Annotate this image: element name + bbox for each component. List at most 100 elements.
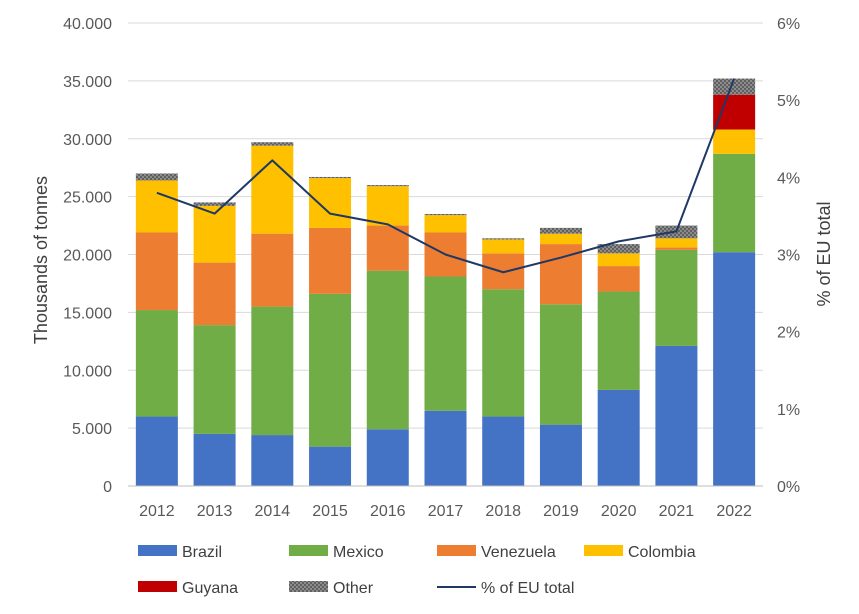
y2-axis-ticks: 0% 1% 2% 3% 4% 5% 6% [777, 16, 800, 496]
bar-colombia-2017 [424, 215, 467, 233]
y-tick-label: 30.000 [63, 132, 112, 149]
y-tick-label: 20.000 [63, 248, 112, 265]
legend-label: % of EU total [481, 580, 574, 597]
legend-label: Mexico [333, 544, 384, 561]
bar-mexico-2017 [424, 276, 467, 411]
bar-brazil-2018 [482, 416, 525, 486]
line-series [156, 78, 736, 274]
bar-venezuela-2013 [193, 262, 236, 326]
y2-tick-label: 3% [777, 248, 800, 265]
y2-tick-label: 0% [777, 479, 800, 496]
bar-colombia-2012 [135, 180, 178, 233]
bar-colombia-2021 [655, 238, 698, 248]
bar-venezuela-2020 [597, 266, 640, 292]
bar-colombia-2019 [539, 233, 582, 245]
legend-swatch [437, 545, 476, 556]
bar-mexico-2012 [135, 310, 178, 417]
bar-mexico-2018 [482, 289, 525, 417]
y-tick-label: 15.000 [63, 305, 112, 322]
x-tick-label: 2012 [139, 503, 175, 520]
legend-item-other: Other [289, 580, 374, 597]
bar-colombia-2022 [713, 129, 756, 154]
bar-brazil-2012 [135, 416, 178, 486]
bar-brazil-2016 [366, 429, 409, 486]
bar-guyana-2022 [713, 94, 756, 130]
bar-mexico-2016 [366, 270, 409, 430]
x-tick-label: 2021 [659, 503, 695, 520]
legend-item-venezuela: Venezuela [437, 544, 556, 561]
bar-other-2020 [597, 244, 640, 254]
legend-swatch [138, 545, 177, 556]
legend-item-colombia: Colombia [584, 544, 696, 561]
y-tick-label: 10.000 [63, 363, 112, 380]
y-tick-label: 5.000 [72, 421, 112, 438]
y2-tick-label: 2% [777, 325, 800, 342]
legend-label: Colombia [628, 544, 696, 561]
bar-mexico-2015 [309, 293, 352, 447]
bar-mexico-2022 [713, 153, 756, 253]
bar-colombia-2013 [193, 205, 236, 263]
bar-venezuela-2012 [135, 232, 178, 311]
bar-venezuela-2021 [655, 247, 698, 250]
y-axis-ticks: 0 5.000 10.000 15.000 20.000 25.000 30.000 35.0… [63, 16, 112, 496]
y2-tick-label: 5% [777, 93, 800, 110]
y2-tick-label: 1% [777, 402, 800, 419]
bar-other-2018 [482, 238, 525, 240]
bar-other-2017 [424, 213, 467, 216]
x-tick-label: 2019 [543, 503, 579, 520]
y-axis-title: Thousands of tonnes [31, 176, 51, 344]
bar-other-2016 [366, 185, 409, 187]
bar-mexico-2014 [251, 306, 294, 436]
bar-brazil-2014 [251, 435, 294, 486]
x-tick-label: 2015 [312, 503, 348, 520]
y-tick-label: 35.000 [63, 74, 112, 91]
y-tick-label: 40.000 [63, 16, 112, 33]
legend: Brazil Mexico Venezuela Colombia Guyana Other… [138, 544, 696, 597]
x-tick-label: 2013 [197, 503, 233, 520]
bar-venezuela-2014 [251, 233, 294, 307]
x-tick-label: 2018 [485, 503, 521, 520]
bar-brazil-2015 [309, 446, 352, 486]
bar-mexico-2021 [655, 249, 698, 346]
bar-other-2012 [135, 173, 178, 181]
legend-swatch [289, 581, 328, 592]
x-tick-label: 2020 [601, 503, 637, 520]
legend-label: Guyana [182, 580, 238, 597]
bar-brazil-2019 [539, 424, 582, 486]
bar-other-2019 [539, 227, 582, 234]
line-eu-share [156, 78, 736, 274]
y2-tick-label: 4% [777, 170, 800, 187]
bar-brazil-2017 [424, 410, 467, 486]
y2-tick-label: 6% [777, 16, 800, 33]
bar-colombia-2016 [366, 186, 409, 226]
bars [135, 78, 756, 486]
legend-item--of-eu-total: % of EU total [437, 580, 574, 597]
legend-item-guyana: Guyana [138, 580, 238, 597]
bar-colombia-2020 [597, 253, 640, 267]
bar-mexico-2019 [539, 304, 582, 425]
x-tick-label: 2017 [428, 503, 464, 520]
legend-swatch [289, 545, 328, 556]
legend-label: Venezuela [481, 544, 556, 561]
x-tick-label: 2014 [255, 503, 291, 520]
bar-brazil-2022 [713, 252, 756, 486]
bar-other-2015 [309, 176, 352, 179]
legend-item-brazil: Brazil [138, 544, 222, 561]
bar-brazil-2013 [193, 433, 236, 486]
x-tick-label: 2022 [716, 503, 752, 520]
bar-venezuela-2015 [309, 227, 352, 294]
bar-brazil-2020 [597, 389, 640, 486]
bar-other-2022 [713, 78, 756, 95]
bar-other-2013 [193, 202, 236, 206]
legend-label: Brazil [182, 544, 222, 561]
legend-swatch [584, 545, 623, 556]
legend-label: Other [333, 580, 374, 597]
bar-colombia-2018 [482, 239, 525, 254]
y2-axis-title: % of EU total [814, 201, 834, 306]
bar-colombia-2015 [309, 178, 352, 228]
y-tick-label: 25.000 [63, 190, 112, 207]
x-axis-ticks: 2012 2013 2014 2015 2016 2017 2018 2019 2020 2021… [139, 503, 752, 520]
legend-item-mexico: Mexico [289, 544, 384, 561]
bar-mexico-2020 [597, 291, 640, 390]
